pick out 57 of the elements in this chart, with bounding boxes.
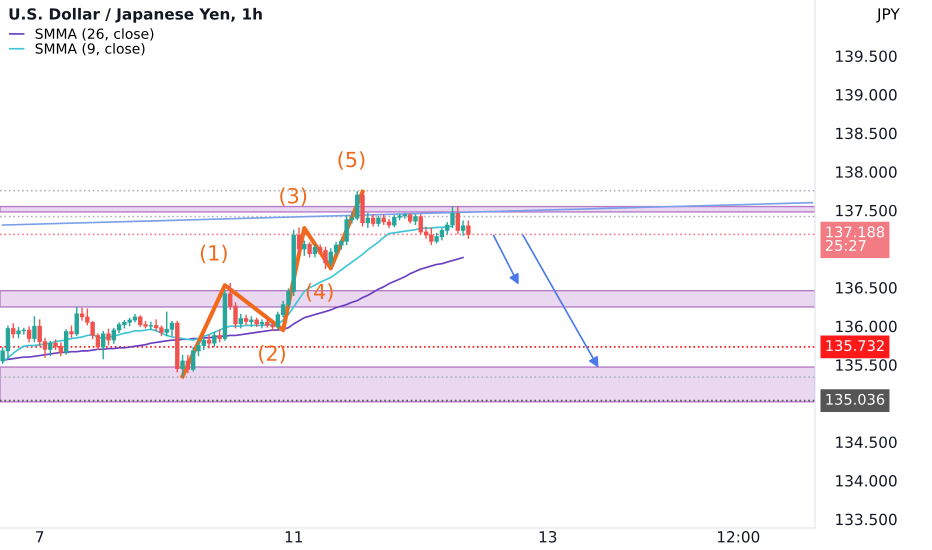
- y-tick-label: 138.000: [836, 166, 897, 178]
- y-tick-label: 136.000: [836, 320, 897, 332]
- annotation: (1): [200, 244, 227, 264]
- y-tick-label: 138.500: [836, 128, 897, 140]
- candlestick: [249, 316, 254, 327]
- candlestick: [312, 244, 318, 258]
- candlestick: [370, 214, 376, 227]
- y-axis-title: JPY: [876, 8, 900, 23]
- legend-label: SMMA (9, close): [36, 43, 145, 56]
- line-series: [2, 226, 454, 363]
- x-tick-label: 12:00: [718, 531, 760, 543]
- legend-label: SMMA (26, close): [36, 28, 154, 41]
- candlestick: [413, 214, 418, 225]
- y-tick-label: 133.500: [836, 514, 897, 526]
- candlestick: [296, 227, 302, 254]
- y-tick-label: 139.000: [836, 89, 897, 101]
- candlestick: [32, 316, 37, 342]
- ref-line-label: 137.188 25:27: [826, 226, 884, 251]
- y-tick-label: 134.000: [836, 475, 897, 487]
- candlestick: [244, 314, 248, 326]
- ref-line-label: 135.036: [826, 394, 884, 405]
- annotation: (5): [338, 151, 364, 170]
- candlestick: [69, 325, 74, 338]
- candlestick: [26, 326, 32, 342]
- candlestick: [74, 306, 79, 336]
- y-tick-label: 135.500: [836, 359, 897, 371]
- annotation: (3): [280, 188, 306, 206]
- candlestick: [456, 206, 460, 234]
- candlestick: [180, 354, 185, 378]
- y-tick-label: 139.500: [836, 50, 897, 62]
- x-tick-label: 13: [540, 531, 556, 543]
- candlestick: [101, 330, 106, 360]
- candlestick: [212, 332, 217, 347]
- candlestick: [302, 240, 307, 256]
- candlestick: [460, 220, 466, 236]
- y-tick-label: 134.500: [836, 436, 897, 448]
- candlestick: [64, 329, 68, 355]
- candlestick: [307, 242, 312, 258]
- y-tick-label: 136.500: [836, 282, 897, 294]
- x-tick-label: 7: [36, 531, 44, 542]
- candlestick: [238, 314, 244, 328]
- candlestick: [217, 329, 222, 342]
- candlestick: [106, 328, 111, 346]
- candlestick: [48, 340, 52, 356]
- candlestick: [186, 354, 190, 374]
- annotation: (2): [259, 344, 285, 364]
- text: U.S. Dollar / Japanese Yen, 1h: [10, 8, 262, 23]
- annotation: (4): [306, 283, 333, 302]
- x-tick-label: 11: [286, 531, 302, 542]
- candlestick: [376, 216, 381, 227]
- y-tick-label: 137.500: [836, 204, 897, 216]
- candlestick: [466, 220, 471, 239]
- candlestick: [206, 334, 212, 348]
- ref-line-label: 135.732: [826, 340, 884, 352]
- candlestick: [11, 323, 16, 338]
- candlestick: [148, 322, 154, 330]
- candlestick: [366, 212, 370, 228]
